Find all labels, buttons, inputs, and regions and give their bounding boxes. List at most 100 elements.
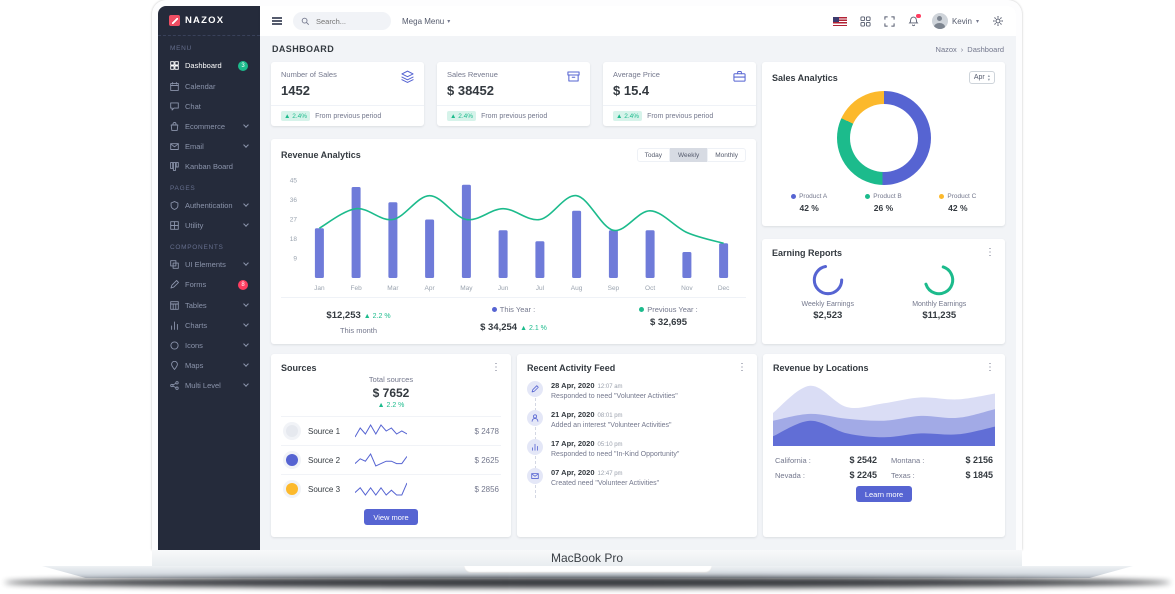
revenue-footer: $12,253 ▲ 2.2 % This month This Year : $ … bbox=[281, 297, 746, 335]
sources-list: Source 1 $ 2478 Source 2 $ 2625 Source 3… bbox=[281, 416, 501, 503]
earning-reports-title: Earning Reports bbox=[772, 248, 843, 258]
fullscreen-icon[interactable] bbox=[884, 15, 895, 27]
sidebar-item-icons[interactable]: Icons bbox=[158, 335, 260, 355]
kebab-menu-icon[interactable]: ⋮ bbox=[985, 362, 995, 373]
search-box[interactable] bbox=[293, 12, 391, 30]
menu-toggle-icon[interactable] bbox=[272, 16, 282, 27]
tab-weekly[interactable]: Weekly bbox=[670, 148, 708, 162]
delta-badge: ▲ 2.4% bbox=[447, 111, 477, 121]
chevron-down-icon bbox=[243, 201, 249, 207]
chevron-down-icon bbox=[243, 381, 249, 387]
search-input[interactable] bbox=[314, 15, 386, 27]
sidebar-item-maps[interactable]: Maps bbox=[158, 355, 260, 375]
charts-icon bbox=[171, 321, 178, 330]
sidebar-item-charts[interactable]: Charts bbox=[158, 315, 260, 335]
nazox-logo-icon bbox=[169, 15, 180, 26]
maps-icon bbox=[171, 360, 178, 370]
revenue-analytics-card: Revenue Analytics Today Weekly Monthly 45 3… bbox=[271, 139, 756, 344]
activity-list: 28 Apr, 2020 12:07 am Responded to need "… bbox=[527, 381, 747, 498]
breadcrumb-separator: › bbox=[960, 44, 964, 54]
sidebar-item-ui-elements[interactable]: UI Elements bbox=[158, 254, 260, 274]
source-row-2[interactable]: Source 2 $ 2625 bbox=[281, 445, 501, 474]
avatar bbox=[931, 13, 948, 29]
revenue-locations-card: Revenue by Locations ⋮ California : $ 254… bbox=[763, 354, 1005, 537]
macbook-shadow bbox=[4, 577, 1171, 588]
kebab-menu-icon[interactable]: ⋮ bbox=[737, 362, 747, 373]
sidebar-badge: 3 bbox=[238, 60, 248, 71]
dashboard-app: NAZOX MENU Dashboard 3 Calendar Chat Ecommerc… bbox=[158, 6, 1016, 550]
month-select[interactable]: Apr ▴ ▾ bbox=[968, 71, 995, 84]
earning-reports-card: Earning Reports ⋮ Weekly Earnings $2,523… bbox=[762, 239, 1005, 344]
page-title: DASHBOARD bbox=[272, 44, 335, 54]
notifications-bell-icon[interactable] bbox=[908, 13, 921, 27]
chevron-down-icon bbox=[243, 301, 249, 307]
sales-legend: Product A 42 % Product B 26 % Product C 42… bbox=[772, 193, 995, 213]
kebab-menu-icon[interactable]: ⋮ bbox=[985, 247, 995, 258]
chat-icon bbox=[170, 101, 179, 110]
sidebar-item-chat[interactable]: Chat bbox=[158, 96, 260, 116]
activity-item: 21 Apr, 2020 08:01 pm Added an interest "… bbox=[527, 410, 747, 440]
tables-icon bbox=[170, 300, 179, 310]
macbook-screen: NAZOX MENU Dashboard 3 Calendar Chat Ecommerc… bbox=[152, 0, 1022, 550]
apps-grid-icon[interactable] bbox=[860, 15, 871, 27]
sidebar-item-email[interactable]: Email bbox=[158, 136, 260, 156]
sidebar-section-title: MENU bbox=[170, 45, 192, 52]
multilevel-icon bbox=[170, 380, 179, 390]
source-avatar bbox=[283, 422, 301, 440]
logo[interactable]: NAZOX bbox=[158, 6, 260, 36]
layers-icon bbox=[401, 70, 414, 83]
legend-product-a: Product A 42 % bbox=[772, 193, 846, 213]
sales-donut-chart bbox=[836, 91, 931, 185]
source-avatar bbox=[283, 451, 301, 469]
chevron-down-icon bbox=[243, 142, 249, 148]
sidebar-item-utility[interactable]: Utility bbox=[158, 215, 260, 235]
sidebar-item-kanban-board[interactable]: Kanban Board bbox=[158, 156, 260, 176]
mail-icon bbox=[531, 473, 539, 479]
sidebar-item-dashboard[interactable]: Dashboard 3 bbox=[158, 55, 260, 76]
sources-card: Sources ⋮ Total sources $ 7652 ▲ 2.2 % S… bbox=[271, 354, 511, 537]
stat-card-number-of-sales: Number of Sales 1452 ▲ 2.4% From previou… bbox=[271, 62, 424, 126]
learn-more-button[interactable]: Learn more bbox=[855, 486, 913, 502]
tab-today[interactable]: Today bbox=[636, 148, 671, 162]
language-flag-icon[interactable] bbox=[832, 16, 847, 26]
mega-menu-button[interactable]: Mega Menu ▾ bbox=[402, 16, 451, 26]
user-icon bbox=[531, 414, 539, 422]
sidebar-item-authentication[interactable]: Authentication bbox=[158, 195, 260, 215]
tab-monthly[interactable]: Monthly bbox=[707, 148, 746, 162]
sidebar-item-calendar[interactable]: Calendar bbox=[158, 76, 260, 96]
sidebar-item-forms[interactable]: Forms 8 bbox=[158, 274, 260, 295]
svg-text:May: May bbox=[460, 285, 473, 292]
stat-cards-row: Number of Sales 1452 ▲ 2.4% From previou… bbox=[271, 62, 756, 126]
svg-text:Jun: Jun bbox=[498, 285, 509, 292]
this-year-dot bbox=[491, 307, 497, 312]
source-row-3[interactable]: Source 3 $ 2856 bbox=[281, 474, 501, 503]
revenue-chart: 45 36 27 18 9 Jan Feb Mar Apr May Jun Jul Aug Sep Oct N… bbox=[290, 178, 730, 293]
svg-text:Mar: Mar bbox=[387, 285, 399, 292]
svg-text:Nov: Nov bbox=[681, 285, 693, 292]
prev-year-dot bbox=[639, 307, 645, 312]
svg-text:Jul: Jul bbox=[536, 285, 545, 292]
sidebar-item-tables[interactable]: Tables bbox=[158, 295, 260, 315]
icons-icon bbox=[170, 340, 179, 350]
source-row-1[interactable]: Source 1 $ 2478 bbox=[281, 416, 501, 445]
breadcrumb-root[interactable]: Nazox bbox=[935, 44, 957, 54]
view-more-button[interactable]: View more bbox=[364, 509, 418, 525]
location-stat-california: California : $ 2542 bbox=[775, 455, 877, 465]
kebab-menu-icon[interactable]: ⋮ bbox=[491, 362, 501, 373]
calendar-icon bbox=[170, 81, 179, 91]
sidebar-item-multi-level[interactable]: Multi Level bbox=[158, 375, 260, 395]
chevron-down-icon bbox=[243, 122, 249, 128]
sidebar-item-ecommerce[interactable]: Ecommerce bbox=[158, 116, 260, 136]
archive-icon bbox=[567, 71, 580, 82]
sidebar-section-title: COMPONENTS bbox=[170, 244, 224, 251]
user-menu[interactable]: Kevin ▾ bbox=[931, 13, 979, 29]
sales-analytics-card: Sales Analytics Apr ▴ ▾ Product A 42 % Pro… bbox=[762, 62, 1005, 226]
svg-text:Jan: Jan bbox=[314, 285, 325, 292]
user-name: Kevin bbox=[951, 16, 972, 26]
forms-icon bbox=[170, 280, 179, 289]
svg-text:Dec: Dec bbox=[718, 285, 730, 292]
main-area: Mega Menu▾ bbox=[260, 6, 1016, 550]
ui-icon bbox=[170, 259, 179, 269]
earning-item-weekly: Weekly Earnings $2,523 bbox=[772, 263, 884, 321]
gear-icon[interactable] bbox=[992, 15, 1004, 27]
